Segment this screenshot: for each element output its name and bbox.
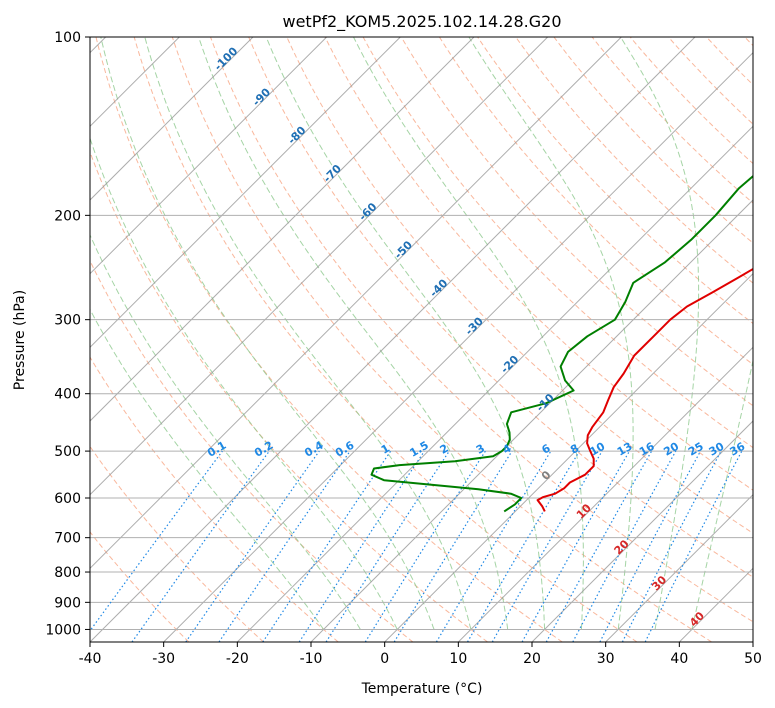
- dry-adiabat: [553, 37, 753, 244]
- moist-adiabat: [198, 37, 509, 630]
- skewed-isotherm: [90, 37, 254, 201]
- dry-adiabat: [90, 356, 339, 642]
- y-tick-label: 900: [54, 595, 81, 611]
- skewed-isotherm: [310, 199, 753, 642]
- dry-adiabat: [210, 37, 753, 623]
- skewed-isotherm: [605, 493, 753, 642]
- skewed-isotherm: [90, 37, 401, 349]
- mixing-ratio-line: [466, 450, 580, 642]
- skewed-isotherm: [384, 272, 753, 642]
- x-axis-label: Temperature (°C): [361, 681, 483, 697]
- y-tick-label: 400: [54, 387, 81, 403]
- mixing-ratio-line: [90, 450, 223, 632]
- mixing-ratio-line: [572, 450, 677, 642]
- moist-adiabat: [353, 37, 584, 630]
- dry-adiabat: [438, 37, 753, 366]
- moist-adiabat: [90, 136, 398, 630]
- skewed-isotherm: [90, 37, 475, 422]
- moist-adiabat: [620, 37, 700, 630]
- mixing-ratio-line: [545, 450, 653, 642]
- skewed-isotherm: [90, 37, 622, 570]
- x-tick-label: 10: [449, 651, 467, 667]
- y-axis-label: Pressure (hPa): [12, 290, 28, 390]
- mixing-ratio-line: [393, 450, 513, 642]
- moist-adiabat: [100, 37, 435, 630]
- skewed-isotherm: [90, 37, 549, 496]
- skewed-isotherm: [90, 37, 696, 642]
- y-tick-label: 300: [54, 313, 81, 329]
- skewed-isotherm: [236, 125, 753, 642]
- dry-adiabat: [324, 37, 753, 491]
- dry-adiabat: [591, 37, 753, 204]
- y-tick-label: 200: [54, 208, 81, 224]
- x-tick-label: 0: [380, 651, 389, 667]
- dry-adiabat: [133, 37, 638, 642]
- y-tick-label: 1000: [45, 622, 81, 638]
- x-tick-label: 30: [597, 651, 615, 667]
- y-tick-label: 500: [54, 444, 81, 460]
- x-tick-label: 40: [670, 651, 688, 667]
- mixing-ratio-line: [364, 450, 486, 642]
- moist-adiabat: [691, 358, 753, 630]
- dry-adiabat: [90, 531, 190, 642]
- y-axis: 100 200 300 400 500 600 700 800 900 1000: [45, 30, 90, 638]
- x-tick-label: 50: [744, 651, 762, 667]
- x-tick-label: -40: [79, 651, 102, 667]
- plot-frame: [89, 36, 754, 643]
- x-tick-label: 20: [523, 651, 541, 667]
- mixing-ratio-line: [218, 450, 351, 642]
- dewpoint-profile-line: [370, 174, 753, 513]
- skewed-isotherm: [163, 51, 753, 642]
- y-tick-label: 800: [54, 565, 81, 581]
- dry-adiabat: [90, 259, 414, 642]
- mixing-ratio-line: [491, 450, 603, 642]
- skewed-isotherm: [90, 37, 328, 275]
- x-axis: -40 -30 -20 -10 0 10 20 30 40 50: [79, 642, 762, 667]
- moist-adiabat: [265, 37, 546, 630]
- temperature-profile-line: [536, 267, 753, 512]
- x-tick-label: -10: [300, 651, 323, 667]
- dry-adiabat: [286, 37, 753, 534]
- dry-adiabat: [477, 37, 753, 325]
- dry-adiabat: [95, 37, 563, 642]
- mixing-ratio-line: [131, 450, 270, 642]
- skewed-isotherm: [457, 346, 753, 642]
- dry-adiabat: [90, 150, 488, 642]
- moist-adiabat: [90, 233, 361, 630]
- y-tick-label: 600: [54, 491, 81, 507]
- mixing-ratio-line: [185, 450, 320, 642]
- x-tick-label: -20: [226, 651, 249, 667]
- dry-adiabat: [248, 37, 753, 578]
- x-tick-label: -30: [152, 651, 175, 667]
- mixing-ratio-line: [435, 450, 552, 642]
- dry-adiabat: [171, 37, 712, 642]
- mixing-ratio-line: [325, 450, 450, 642]
- y-tick-label: 700: [54, 531, 81, 547]
- dry-adiabat: [400, 37, 753, 407]
- skewed-isotherm: [531, 420, 753, 642]
- mixing-ratio-line: [521, 450, 631, 642]
- chart-title: wetPf2_KOM5.2025.102.14.28.G20: [282, 12, 561, 32]
- moist-adiabat: [468, 37, 634, 630]
- y-tick-label: 100: [54, 30, 81, 46]
